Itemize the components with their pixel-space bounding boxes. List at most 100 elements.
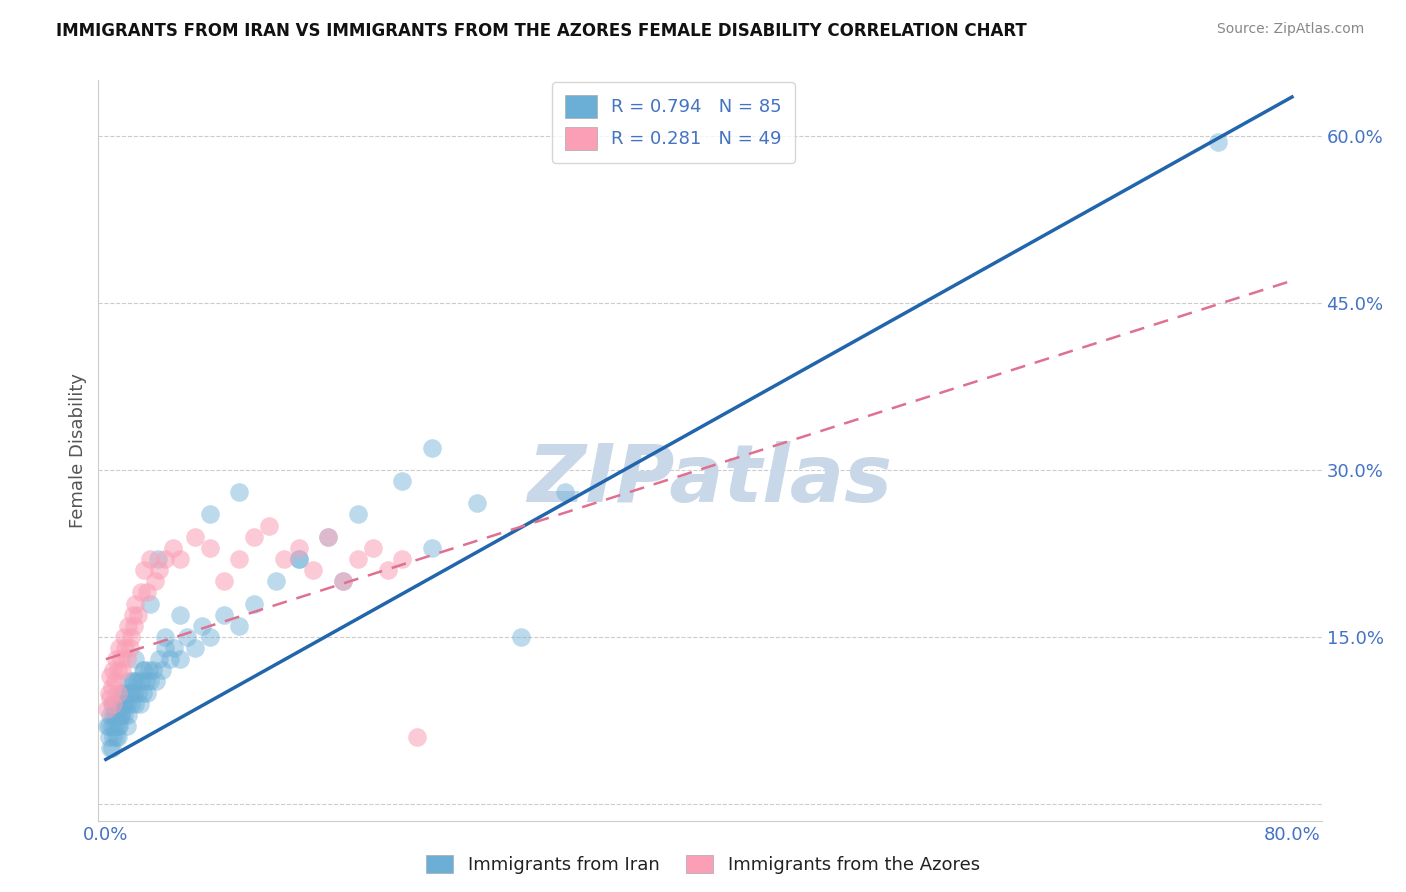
Point (118, 641, 141, 656)
Point (159, 652, 181, 666)
Point (127, 607, 149, 622)
Point (243, 530, 266, 544)
Point (115, 697, 138, 711)
Point (377, 563, 399, 577)
Point (127, 685, 149, 699)
Point (145, 674, 167, 689)
Point (136, 585, 159, 599)
Point (104, 697, 127, 711)
Point (114, 641, 136, 656)
Point (107, 697, 129, 711)
Point (96, 719, 118, 733)
Point (129, 697, 152, 711)
Point (111, 664, 134, 678)
Point (124, 652, 146, 666)
Point (169, 607, 191, 622)
Point (302, 563, 325, 577)
Point (117, 619, 139, 633)
Legend: R = 0.794   N = 85, R = 0.281   N = 49: R = 0.794 N = 85, R = 0.281 N = 49 (553, 82, 794, 162)
Point (228, 552, 250, 566)
Point (103, 730, 125, 744)
Point (243, 597, 266, 611)
Point (103, 664, 125, 678)
Point (96, 702, 118, 716)
Point (316, 530, 339, 544)
Point (124, 597, 146, 611)
Point (332, 574, 354, 589)
Point (117, 674, 139, 689)
Point (420, 541, 443, 555)
Point (406, 730, 429, 744)
Text: Source: ZipAtlas.com: Source: ZipAtlas.com (1216, 22, 1364, 37)
Point (287, 552, 309, 566)
Point (115, 652, 138, 666)
Point (228, 485, 250, 500)
Point (108, 719, 131, 733)
Point (143, 574, 166, 589)
Point (465, 496, 488, 510)
Point (110, 707, 132, 722)
Point (107, 730, 129, 744)
Point (131, 674, 153, 689)
Point (100, 741, 122, 756)
Point (169, 552, 191, 566)
Point (122, 685, 145, 699)
Point (98, 741, 121, 756)
Point (139, 674, 162, 689)
Point (114, 685, 136, 699)
Point (105, 652, 128, 666)
Point (135, 674, 157, 689)
Point (198, 541, 221, 555)
Point (136, 685, 159, 699)
Point (97, 685, 120, 699)
Point (139, 552, 162, 566)
Point (257, 518, 280, 533)
Point (121, 674, 143, 689)
Text: IMMIGRANTS FROM IRAN VS IMMIGRANTS FROM THE AZORES FEMALE DISABILITY CORRELATION: IMMIGRANTS FROM IRAN VS IMMIGRANTS FROM … (56, 22, 1026, 40)
Point (134, 563, 156, 577)
Point (554, 485, 576, 500)
Point (287, 552, 309, 566)
Point (125, 674, 148, 689)
Point (121, 607, 143, 622)
Point (105, 730, 128, 744)
Point (391, 474, 413, 488)
Point (100, 697, 122, 711)
Point (98, 669, 121, 683)
Point (163, 641, 186, 656)
Point (120, 630, 142, 644)
Point (184, 641, 207, 656)
Point (176, 630, 198, 644)
Point (191, 619, 214, 633)
Point (214, 574, 236, 589)
Point (118, 685, 141, 699)
Point (120, 697, 142, 711)
Point (121, 674, 143, 689)
Point (131, 585, 153, 599)
Point (153, 552, 176, 566)
Point (228, 619, 250, 633)
Point (112, 697, 135, 711)
Point (132, 664, 155, 678)
Point (124, 697, 146, 711)
Point (104, 674, 127, 689)
Point (347, 508, 370, 522)
Point (98, 691, 121, 706)
Point (142, 664, 165, 678)
Point (107, 685, 129, 699)
Point (108, 641, 131, 656)
Point (139, 597, 162, 611)
Point (198, 630, 221, 644)
Point (110, 707, 132, 722)
Point (122, 619, 145, 633)
Point (118, 685, 141, 699)
Point (115, 719, 138, 733)
Point (420, 441, 443, 455)
Point (138, 664, 160, 678)
Point (134, 664, 156, 678)
Point (316, 530, 339, 544)
Point (162, 541, 184, 555)
Point (169, 652, 191, 666)
Point (148, 563, 170, 577)
Point (391, 552, 413, 566)
